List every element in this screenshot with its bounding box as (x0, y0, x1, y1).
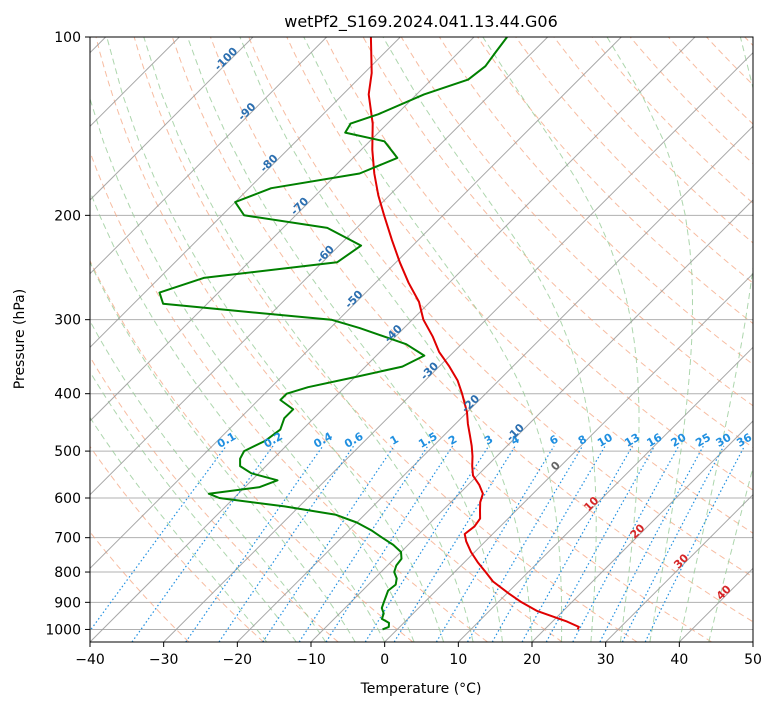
moist-adiabat (106, 37, 445, 642)
y-tick-label: 400 (54, 387, 81, 403)
isotherm (384, 272, 753, 642)
moist-adiabat (90, 320, 327, 642)
mixing-ratio-line (572, 445, 680, 642)
mixing-ratio-line (262, 445, 395, 642)
x-tick-label: 10 (449, 652, 467, 668)
axis-ticks: −40 −30 −20 −10 0 10 20 30 40 50 100 200 300 400 500 60… (45, 30, 762, 668)
isotherm (90, 37, 328, 275)
dry-adiabat (95, 37, 563, 642)
x-tick-label: 0 (380, 652, 389, 668)
dry-adiabat (133, 37, 638, 642)
chart-title: wetPf2_S169.2024.041.13.44.G06 (284, 12, 558, 32)
moist-adiabat (143, 37, 474, 642)
mixing-ratio-line (466, 445, 584, 642)
moist-adiabat (708, 465, 753, 642)
moist-adiabat (90, 261, 356, 642)
isotherm (90, 37, 622, 570)
profile-lines (158, 37, 580, 631)
isotherm (163, 51, 753, 642)
x-tick-label: −20 (223, 652, 253, 668)
mixing-ratio-line (621, 445, 725, 642)
mixing-ratio-line (491, 445, 606, 642)
moist-adiabat (90, 416, 268, 642)
mixing-ratio-line (298, 445, 429, 642)
dry-adiabat (90, 259, 414, 642)
mixing-ratio-line (90, 445, 227, 632)
y-axis-label: Pressure (hPa) (12, 289, 28, 389)
moist-adiabat (187, 37, 503, 642)
mixing-ratio-line (545, 445, 656, 642)
isotherm (90, 37, 549, 496)
x-tick-label: 50 (744, 652, 762, 668)
moist-adiabat (90, 370, 297, 642)
x-tick-label: 30 (597, 652, 615, 668)
y-tick-label: 700 (54, 531, 81, 547)
isotherm (90, 37, 254, 201)
moist-adiabat (482, 37, 640, 642)
x-tick-label: −40 (75, 652, 105, 668)
isotherm (310, 199, 753, 642)
dry-adiabat (90, 445, 264, 642)
dry-adiabat (210, 37, 753, 623)
mixing-ratio-line (325, 445, 454, 642)
mixing-ratio-line (521, 445, 634, 642)
y-tick-label: 200 (54, 208, 81, 224)
y-tick-label: 500 (54, 444, 81, 460)
isotherm (236, 125, 753, 642)
moist-adiabat (239, 37, 533, 642)
y-tick-label: 300 (54, 313, 81, 329)
dry-adiabat (248, 37, 753, 578)
isotherm (90, 37, 401, 349)
plot-frame (89, 36, 754, 643)
moist-adiabat (382, 37, 597, 642)
x-tick-label: 40 (670, 652, 688, 668)
dry-adiabat (515, 37, 753, 284)
moist-adiabat (90, 190, 386, 642)
dewpoint-profile (158, 37, 508, 631)
dry-adiabat (629, 37, 753, 165)
temperature-profile (367, 37, 580, 630)
dry-adiabat (477, 37, 753, 325)
dry-adiabat (324, 37, 753, 491)
isotherm (605, 493, 753, 642)
x-tick-label: −30 (149, 652, 179, 668)
y-tick-label: 800 (54, 565, 81, 581)
dry-adiabat (171, 37, 712, 642)
x-tick-label: −10 (296, 652, 326, 668)
isotherm (531, 420, 753, 642)
y-tick-label: 100 (54, 30, 81, 46)
isotherm (457, 346, 753, 642)
isotherm (752, 641, 753, 642)
mixing-ratio-line (599, 445, 704, 642)
y-tick-label: 900 (54, 595, 81, 611)
moist-adiabat (678, 37, 753, 642)
mixing-ratio-line (644, 445, 746, 642)
plot-background (90, 37, 753, 642)
y-tick-label: 600 (54, 491, 81, 507)
mixing-ratio-line (364, 445, 490, 642)
x-axis-label: Temperature (°C) (360, 681, 482, 697)
mixing-ratio-line (131, 445, 274, 642)
x-tick-label: 20 (523, 652, 541, 668)
y-tick-label: 1000 (45, 622, 81, 638)
background-lines (90, 37, 753, 642)
moist-adiabat (303, 37, 563, 642)
dry-adiabat (400, 37, 753, 407)
dry-adiabat (591, 37, 753, 204)
moist-adiabat (606, 37, 694, 642)
